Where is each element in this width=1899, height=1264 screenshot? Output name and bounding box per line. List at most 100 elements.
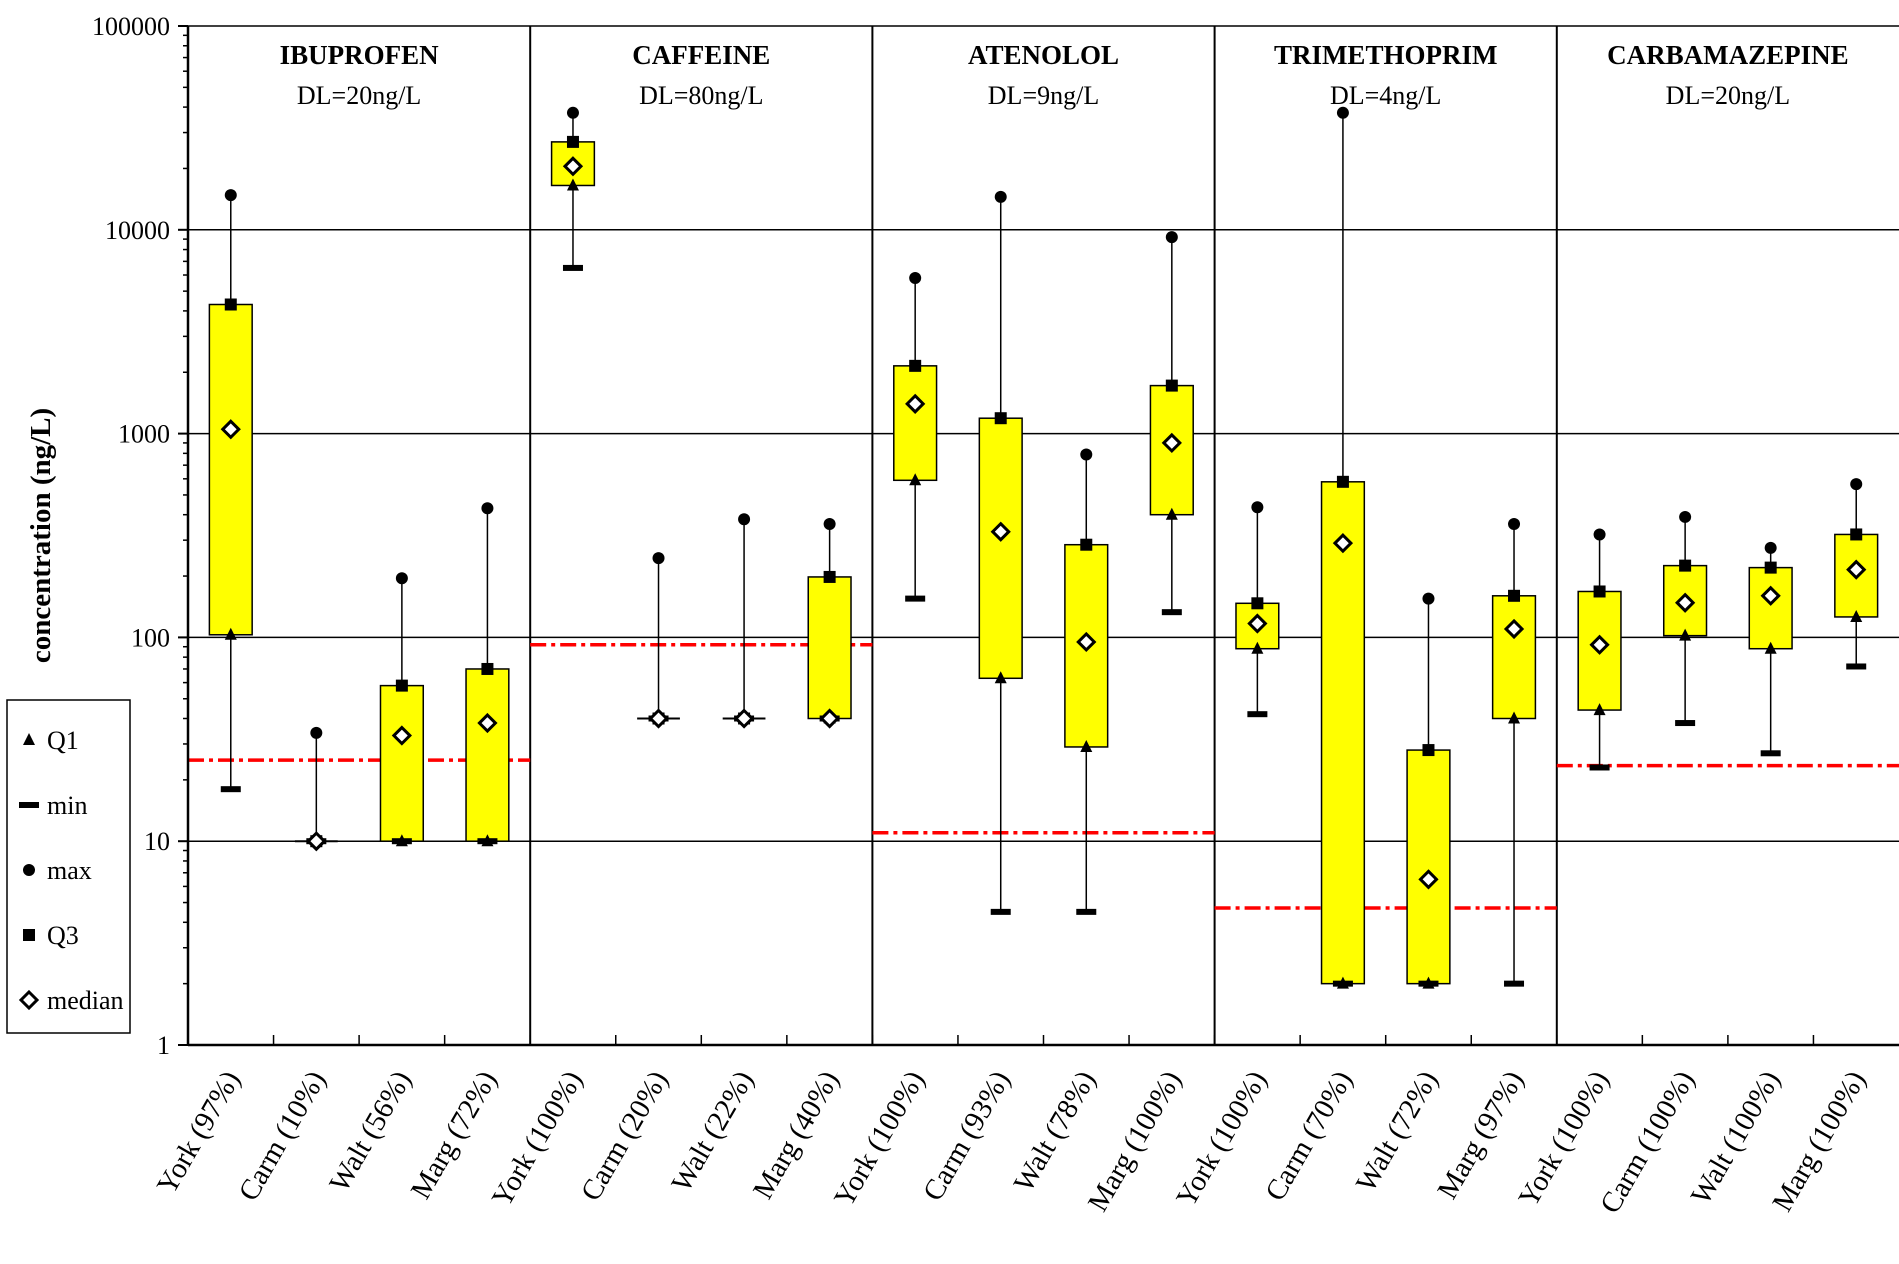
q1-marker	[1850, 609, 1863, 622]
max-marker	[395, 572, 408, 585]
max-marker	[310, 726, 323, 739]
min-marker	[1247, 711, 1268, 718]
box-series	[208, 106, 1879, 989]
median-marker	[391, 725, 412, 746]
box-iqr	[807, 576, 852, 720]
q1-marker	[566, 178, 579, 191]
box-19	[1834, 478, 1879, 670]
max-marker	[1336, 106, 1349, 119]
median-marker	[220, 419, 241, 440]
box-11	[1149, 231, 1194, 616]
median-marker	[1418, 869, 1439, 890]
group-title: CAFFEINE	[632, 40, 770, 70]
box-iqr	[1406, 749, 1451, 985]
median-marker	[1332, 533, 1354, 554]
legend-label: min	[47, 791, 87, 820]
group-detection-limit: DL=80ng/L	[639, 81, 763, 110]
q1-marker	[1251, 641, 1264, 654]
q1-marker	[1422, 976, 1435, 989]
box-iqr	[1491, 595, 1537, 720]
box-iqr	[1748, 566, 1793, 650]
max-marker	[1764, 541, 1777, 554]
x-tick-label: Marg (40%)	[747, 1066, 846, 1205]
min-marker	[1504, 980, 1525, 987]
max-marker	[1679, 510, 1692, 523]
min-marker	[990, 908, 1011, 915]
median-marker	[562, 156, 584, 177]
q3-marker	[1336, 475, 1349, 488]
x-tick-label: York (100%)	[486, 1066, 589, 1213]
median-marker	[1247, 613, 1268, 634]
q1-marker	[395, 834, 408, 847]
group-detection-limit: DL=4ng/L	[1330, 81, 1441, 110]
x-tick-label: Walt (78%)	[1008, 1066, 1103, 1198]
min-marker	[1846, 663, 1867, 670]
max-marker	[1422, 592, 1435, 605]
max-marker	[652, 552, 665, 565]
box-0	[208, 189, 253, 793]
box-12	[1235, 501, 1280, 718]
y-tick-label: 1	[157, 1031, 170, 1060]
q1-marker	[1165, 507, 1178, 520]
box-14	[1406, 592, 1451, 989]
box-5	[637, 552, 680, 729]
median-marker	[477, 712, 498, 734]
q3-marker	[1251, 597, 1264, 610]
box-iqr	[379, 684, 425, 842]
min-marker	[1076, 908, 1097, 915]
legend-label: Q1	[47, 726, 79, 755]
q3-marker	[1764, 561, 1777, 574]
max-marker	[1080, 448, 1093, 461]
max-marker	[1251, 501, 1264, 514]
q3-marker	[1422, 744, 1435, 757]
max-marker	[909, 272, 922, 285]
box-iqr	[1320, 481, 1366, 985]
median-marker	[1589, 634, 1610, 655]
box-6	[722, 513, 766, 729]
min-marker	[1675, 720, 1696, 727]
group-title: TRIMETHOPRIM	[1274, 40, 1498, 70]
max-marker	[224, 189, 237, 202]
x-tick-label: Walt (22%)	[666, 1066, 761, 1198]
q3-marker	[224, 298, 237, 311]
q3-marker	[1593, 585, 1606, 598]
x-tick-label: Walt (72%)	[1350, 1066, 1445, 1198]
q1-marker	[1080, 739, 1093, 752]
q3-marker	[823, 570, 836, 583]
median-marker	[1846, 559, 1867, 580]
min-marker	[220, 786, 241, 793]
group-detection-limit: DL=20ng/L	[297, 81, 421, 110]
max-marker	[738, 513, 751, 526]
x-tick-label: Carm (70%)	[1259, 1066, 1359, 1207]
y-tick-label: 1000	[118, 420, 170, 449]
x-tick-label: Marg (97%)	[1431, 1066, 1530, 1205]
legend-label: median	[47, 986, 124, 1015]
max-marker	[1508, 518, 1521, 531]
q3-marker	[1080, 538, 1093, 551]
max-marker	[566, 106, 579, 119]
box-16	[1577, 528, 1622, 771]
group-title: ATENOLOL	[968, 40, 1119, 70]
legend-item-max: max	[23, 856, 92, 885]
q3-marker	[1165, 379, 1178, 392]
q1-marker	[224, 627, 237, 640]
x-tick-label: York (100%)	[1512, 1066, 1615, 1213]
box-2	[379, 572, 425, 847]
max-marker	[994, 190, 1007, 203]
q1-marker	[994, 671, 1007, 684]
q1-marker	[1593, 703, 1606, 716]
median-marker	[648, 708, 669, 729]
x-tick-label: York (100%)	[1170, 1066, 1273, 1213]
median-marker	[990, 521, 1011, 542]
detection-limit-lines	[188, 643, 1899, 910]
box-15	[1491, 518, 1537, 987]
legend-label: Q3	[47, 921, 79, 950]
median-marker	[733, 708, 755, 729]
q1-marker	[1764, 641, 1777, 654]
group-title: CARBAMAZEPINE	[1607, 40, 1849, 70]
x-tick-label: Marg (72%)	[405, 1066, 504, 1205]
legend-item-Q1: Q1	[23, 726, 79, 755]
min-marker	[1760, 750, 1781, 757]
y-axis-title: concentration (ng/L)	[25, 408, 57, 663]
